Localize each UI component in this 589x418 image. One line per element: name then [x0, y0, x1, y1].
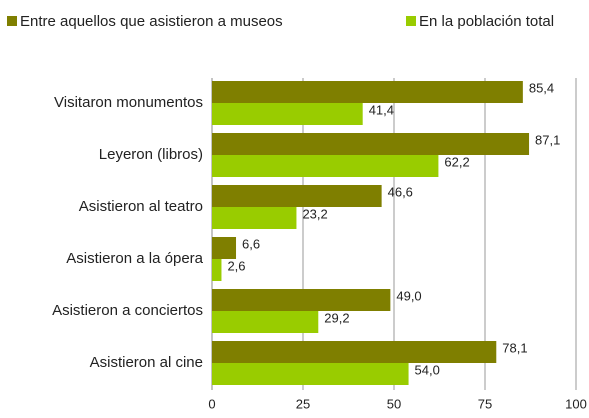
bar [212, 133, 530, 155]
y-tick-label: Leyeron (libros) [99, 146, 203, 163]
x-tick-label: 0 [208, 396, 215, 411]
x-tick-label: 75 [478, 396, 492, 411]
bar [212, 341, 497, 363]
value-label: 41,4 [369, 102, 394, 117]
value-label: 29,2 [324, 310, 349, 325]
value-label: 49,0 [396, 288, 421, 303]
x-tick-label: 50 [387, 396, 401, 411]
bar [212, 289, 391, 311]
y-tick-label: Asistieron al teatro [79, 198, 203, 215]
y-tick-label: Asistieron al cine [90, 354, 203, 371]
y-tick-label: Visitaron monumentos [54, 94, 203, 111]
bar [212, 259, 222, 281]
bar [212, 185, 382, 207]
value-label: 2,6 [227, 258, 245, 273]
bar [212, 363, 409, 385]
y-tick-label: Asistieron a la ópera [66, 250, 203, 267]
value-label: 62,2 [444, 154, 469, 169]
value-label: 78,1 [502, 340, 527, 355]
bar [212, 237, 237, 259]
bar [212, 311, 319, 333]
value-label: 54,0 [415, 362, 440, 377]
x-tick-label: 25 [296, 396, 310, 411]
bar [212, 207, 297, 229]
legend-swatch [406, 16, 416, 26]
bar [212, 155, 439, 177]
value-label: 46,6 [388, 184, 413, 199]
bar [212, 103, 363, 125]
legend-label: En la población total [419, 13, 554, 30]
bar [212, 81, 523, 103]
y-tick-label: Asistieron a conciertos [52, 302, 203, 319]
legend-label: Entre aquellos que asistieron a museos [20, 13, 283, 30]
value-label: 6,6 [242, 236, 260, 251]
legend-swatch [7, 16, 17, 26]
value-label: 23,2 [302, 206, 327, 221]
x-tick-label: 100 [565, 396, 587, 411]
value-label: 87,1 [535, 132, 560, 147]
value-label: 85,4 [529, 80, 554, 95]
